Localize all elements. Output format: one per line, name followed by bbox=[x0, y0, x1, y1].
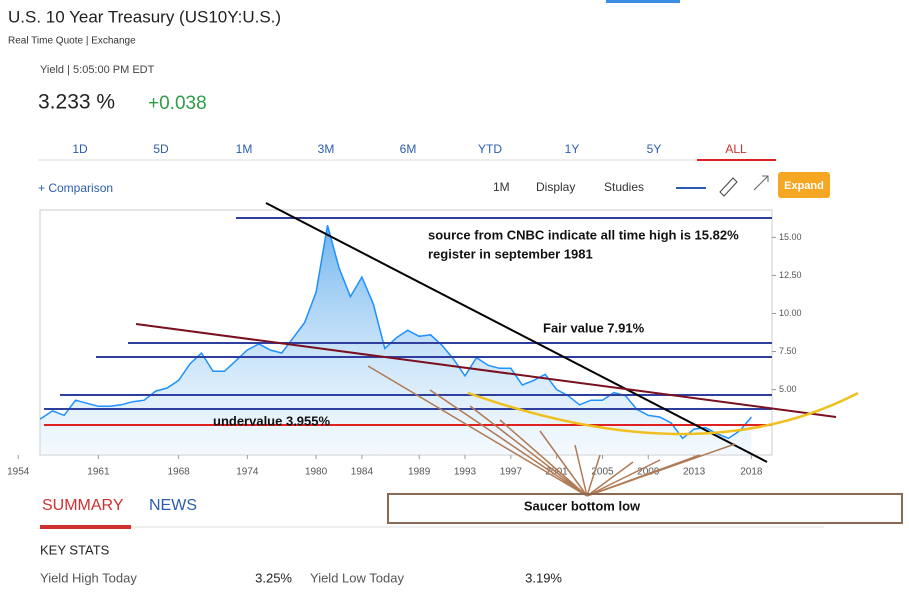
y-tick-label: 5.00 bbox=[779, 384, 797, 394]
title: U.S. 10 Year Treasury (US10Y:U.S.) bbox=[8, 7, 281, 26]
x-tick-label: 1993 bbox=[454, 467, 477, 478]
y-tick-label: 7.50 bbox=[779, 346, 797, 356]
key-stats-title: KEY STATS bbox=[40, 542, 110, 557]
interval[interactable]: 1M bbox=[493, 180, 510, 194]
expand-icon[interactable] bbox=[753, 175, 769, 191]
x-tick-label: 1997 bbox=[500, 467, 523, 478]
range-tab[interactable]: 1Y bbox=[565, 142, 580, 156]
expand-label[interactable]: Expand bbox=[784, 180, 824, 192]
x-tick-label: 1984 bbox=[351, 467, 374, 478]
annotation: Fair value 7.91% bbox=[543, 320, 645, 335]
top-button[interactable] bbox=[606, 0, 680, 3]
range-tab[interactable]: ALL bbox=[725, 142, 747, 156]
stat-label: Yield Low Today bbox=[310, 570, 404, 585]
x-tick-label: 1974 bbox=[236, 467, 259, 478]
stat-value: 3.19% bbox=[525, 570, 562, 585]
x-tick-label: 2009 bbox=[637, 467, 660, 478]
range-tab[interactable]: 1D bbox=[72, 142, 88, 156]
annotation: Saucer bottom low bbox=[524, 498, 641, 513]
range-tab[interactable]: 5Y bbox=[647, 142, 662, 156]
x-tick-label: 2013 bbox=[683, 467, 706, 478]
subtitle: Real Time Quote | Exchange bbox=[8, 36, 136, 47]
range-tab[interactable]: 3M bbox=[318, 142, 335, 156]
annotation: undervalue 3.955% bbox=[213, 413, 330, 428]
range-tab[interactable]: 6M bbox=[400, 142, 417, 156]
x-tick-label: 2018 bbox=[740, 467, 763, 478]
range-tab[interactable]: 1M bbox=[236, 142, 253, 156]
drawings bbox=[44, 202, 903, 524]
comparison[interactable]: + Comparison bbox=[38, 181, 113, 195]
display[interactable]: Display bbox=[536, 180, 575, 194]
pencil-tool[interactable] bbox=[719, 177, 738, 197]
studies[interactable]: Studies bbox=[604, 180, 644, 194]
summary-tab[interactable]: SUMMARY bbox=[42, 497, 124, 514]
change: +0.038 bbox=[148, 93, 207, 114]
area bbox=[40, 225, 752, 455]
quote-time: Yield | 5:05:00 PM EDT bbox=[40, 64, 155, 76]
range-tab[interactable]: YTD bbox=[478, 142, 502, 156]
expand-button[interactable] bbox=[778, 172, 830, 198]
x-tick-label: 1968 bbox=[167, 467, 190, 478]
x-tick-label: 2005 bbox=[591, 467, 614, 478]
stat-label: Yield High Today bbox=[40, 570, 137, 585]
annotation: source from CNBC indicate all time high … bbox=[428, 227, 739, 242]
x-tick-label: 1954 bbox=[7, 467, 30, 478]
y-tick-label: 10.00 bbox=[779, 308, 802, 318]
x-tick-label: 1989 bbox=[408, 467, 431, 478]
y-tick-label: 12.50 bbox=[779, 270, 802, 280]
x-tick-label: 1961 bbox=[87, 467, 110, 478]
x-tick-label: 1980 bbox=[305, 467, 328, 478]
y-tick-label: 15.00 bbox=[779, 232, 802, 242]
annotation: register in september 1981 bbox=[428, 246, 593, 261]
news-tab[interactable]: NEWS bbox=[149, 497, 197, 514]
price: 3.233 % bbox=[38, 91, 115, 114]
range-tab[interactable]: 5D bbox=[153, 142, 169, 156]
stat-value: 3.25% bbox=[255, 570, 292, 585]
